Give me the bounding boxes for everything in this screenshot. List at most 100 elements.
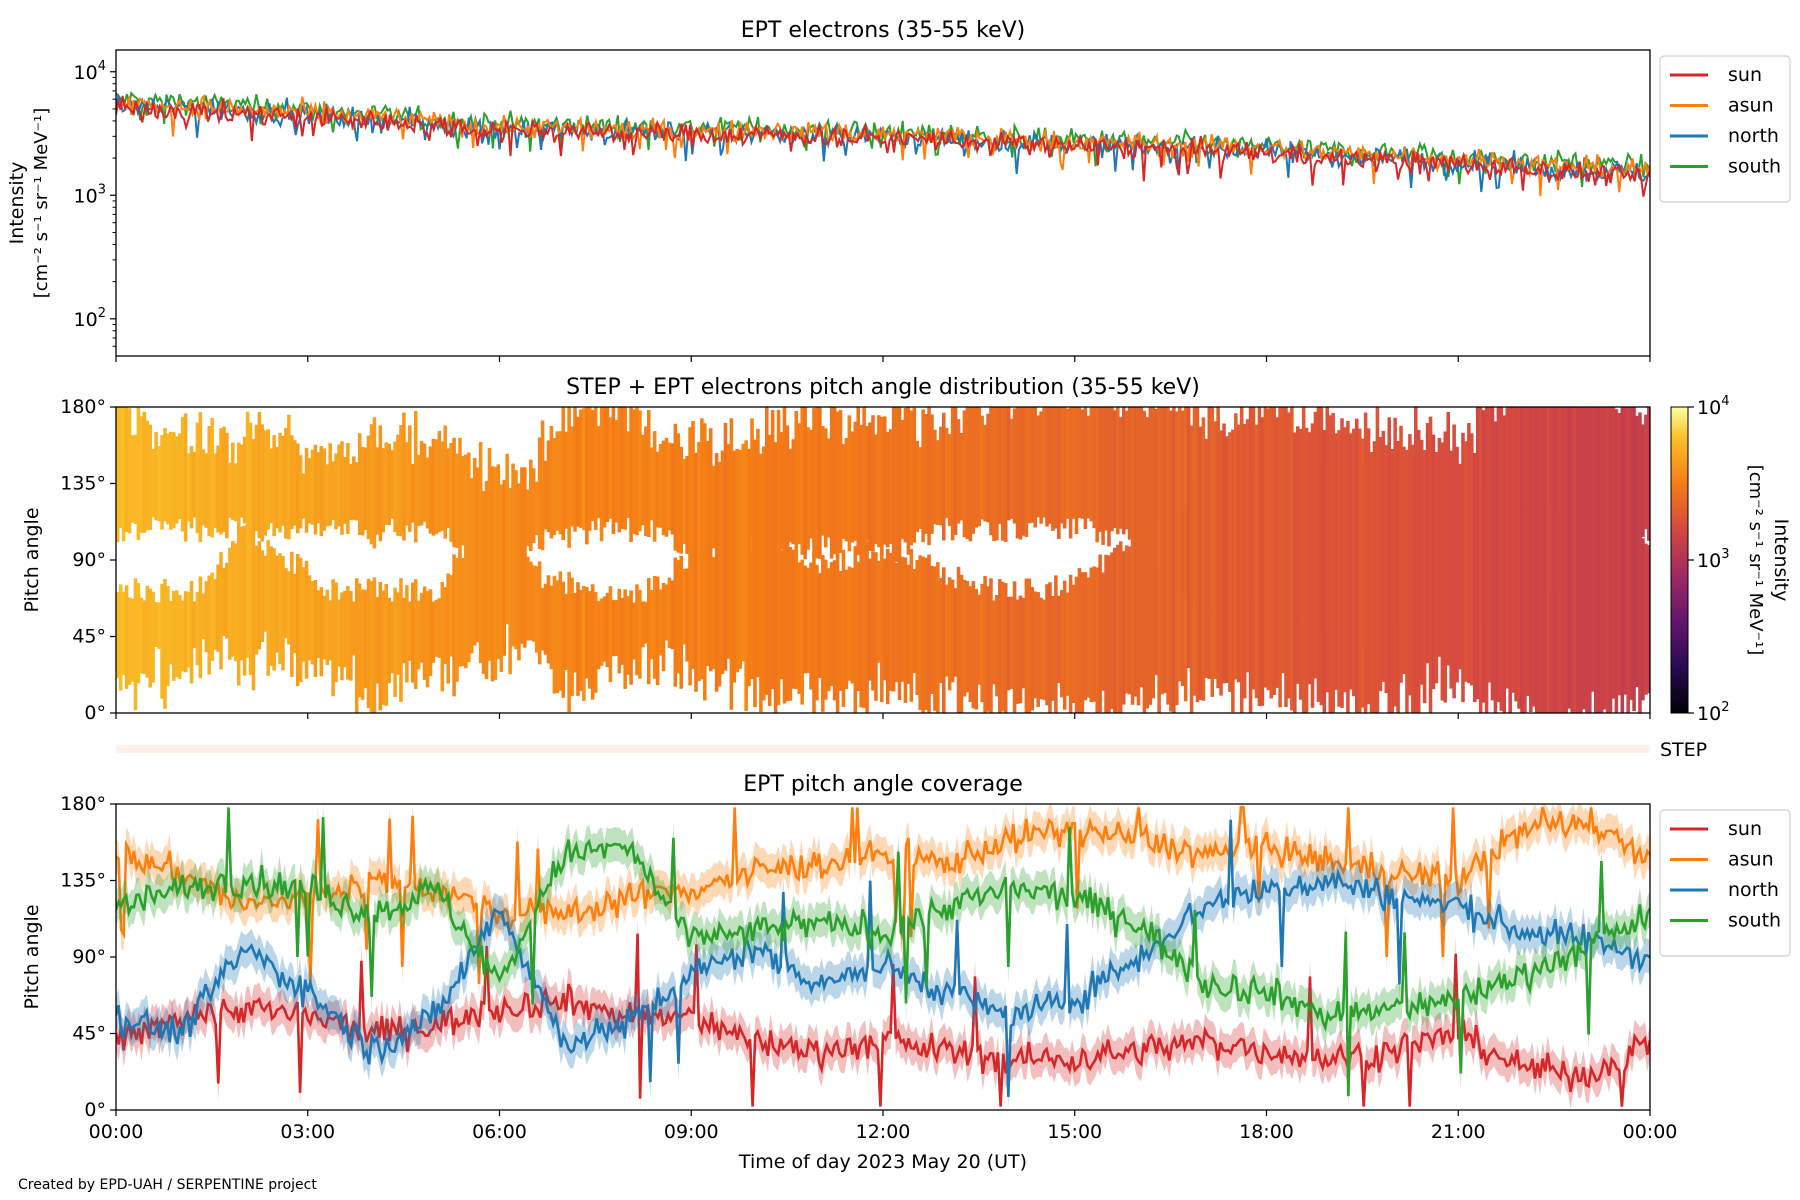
heatmap-cell [812,408,816,558]
heatmap-cell [520,546,524,644]
heatmap-cell [384,442,388,525]
heatmap-cell [366,435,371,540]
heatmap-cell [266,540,270,676]
heatmap-cell [623,407,627,530]
heatmap-cell [962,579,967,697]
heatmap-cell [741,545,745,662]
heatmap-cell [272,435,276,537]
heatmap-cell [1588,407,1592,575]
heatmap-cell [1555,516,1560,713]
heatmap-cell [1304,427,1309,624]
heatmap-cell [422,586,427,680]
heatmap-cell [478,441,483,584]
heatmap-cell [1024,578,1029,713]
heatmap-cell [841,549,846,707]
heatmap-cell [841,443,846,539]
heatmap-cell [1021,407,1026,536]
heatmap-cell [242,436,247,524]
heatmap-cell [1647,407,1650,541]
heatmap-cell [998,407,1002,525]
heatmap-cell [673,557,678,687]
heatmap-cell [269,546,273,666]
panel-pitch-distribution: STEP + EPT electrons pitch angle distrib… [21,375,1792,725]
heatmap-cell [1402,446,1406,619]
heatmap-cell [1478,407,1483,617]
heatmap-cell [1083,407,1088,529]
heatmap-cell [1095,407,1099,543]
heatmap-cell [903,407,908,543]
heatmap-cell [835,552,840,713]
heatmap-cell [552,438,557,536]
heatmap-cell [470,544,474,654]
x-tick-label: 06:00 [472,1121,527,1143]
heatmap-cell [1540,407,1545,590]
heatmap-cell [136,407,141,540]
heatmap-cell [431,438,436,536]
heatmap-cell [953,407,958,535]
heatmap-cell [1582,528,1586,710]
heatmap-cell [1405,449,1409,619]
heatmap-cell [1537,407,1542,594]
heatmap-cell [1048,407,1052,524]
heatmap-cell [765,407,769,566]
heatmap-cell [1647,545,1650,694]
heatmap-cell [1623,407,1627,562]
heatmap-cell [773,442,778,541]
heatmap-cell [390,601,394,674]
heatmap-cell [1175,411,1179,578]
heatmap-cell [1576,407,1580,568]
heatmap-cell [582,408,586,530]
heatmap-cell [1051,596,1055,701]
heatmap-cell [189,581,194,684]
heatmap-cell [257,411,262,539]
heatmap-cell [670,443,675,535]
heatmap-cell [558,571,563,691]
heatmap-cell [1107,407,1111,547]
heatmap-cell [295,443,300,534]
heatmap-cell [971,581,976,709]
heatmap-cell [1225,436,1229,598]
heatmap-cell [1045,407,1049,527]
heatmap-cell [1281,407,1285,627]
heatmap-cell [210,572,214,661]
heatmap-cell [251,526,256,691]
heatmap-cell [537,561,542,665]
heatmap-cell [759,520,763,713]
heatmap-cell [369,424,374,545]
heatmap-cell [1334,433,1338,638]
heatmap-cell [974,589,978,710]
heatmap-cell [278,432,282,533]
heatmap-cell [1151,407,1155,572]
heatmap-cell [635,584,639,676]
heatmap-cell [1511,407,1515,595]
heatmap-cell [301,567,306,662]
heatmap-cell [1511,521,1515,693]
heatmap-cell [1363,412,1368,648]
heatmap-cell [204,453,209,528]
heatmap-cell [992,407,996,542]
heatmap-cell [225,432,229,539]
heatmap-cell [998,579,1002,713]
heatmap-cell [1027,578,1032,713]
heatmap-cell [396,592,400,675]
heatmap-cell [1054,575,1058,713]
y-tick-label: 104 [74,59,106,84]
heatmap-cell [1543,517,1548,713]
x-tick-label: 00:00 [89,1121,144,1143]
heatmap-cell [316,452,321,524]
heatmap-cell [1322,430,1327,636]
heatmap-cell [1012,581,1017,713]
heatmap-cell [806,567,810,674]
heatmap-cell [1611,407,1616,557]
heatmap-cell [319,587,324,677]
series-sun-line [116,95,1650,197]
heatmap-cell [555,431,560,531]
heatmap-cell [1166,506,1170,705]
heatmap-cell [331,461,335,521]
heatmap-cell [325,589,329,665]
panel3-x-ticks: 00:00 03:00 06:00 09:00 12:00 15:00 18:00 21:00… [89,1110,1677,1143]
heatmap-cell [1446,412,1450,637]
heatmap-cell [1564,508,1568,713]
heatmap-cell [844,569,849,689]
heatmap-cell [1484,407,1489,621]
